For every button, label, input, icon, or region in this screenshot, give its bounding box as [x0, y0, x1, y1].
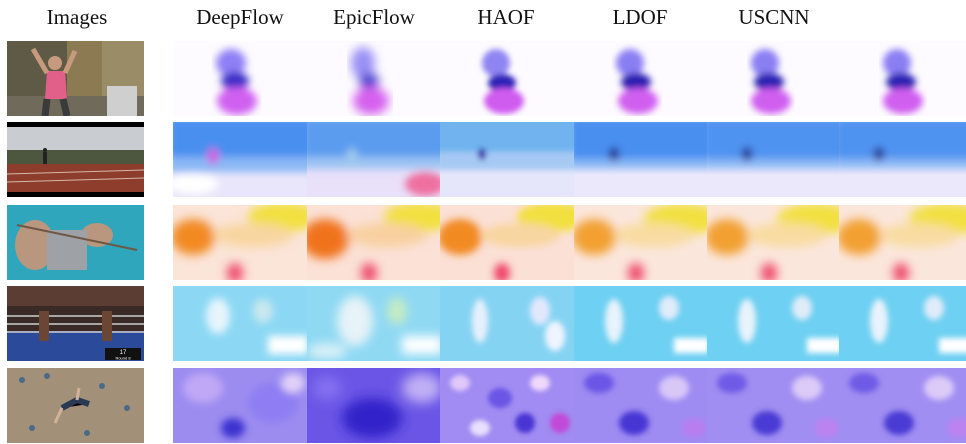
flow-extra-row-4 — [839, 286, 966, 361]
flow-epicflow-row-1 — [307, 41, 444, 116]
flow-ldof-row-4 — [574, 286, 711, 361]
flow-haof-row-2 — [440, 122, 577, 197]
flow-ldof-row-3 — [574, 205, 711, 280]
flow-deepflow-row-1 — [173, 41, 310, 116]
flow-deepflow-row-5 — [173, 368, 310, 443]
input-image-row-3 — [7, 205, 144, 280]
flow-haof-row-4 — [440, 286, 577, 361]
flow-uscnn-row-5 — [707, 368, 844, 443]
column-header-uscnn: USCNN — [738, 5, 810, 29]
flow-ldof-row-5 — [574, 368, 711, 443]
column-header-ldof: LDOF — [612, 5, 668, 29]
flow-ldof-row-2 — [574, 122, 711, 197]
column-header-deepflow: DeepFlow — [196, 5, 284, 29]
flow-haof-row-3 — [440, 205, 577, 280]
flow-epicflow-row-3 — [307, 205, 444, 280]
flow-extra-row-5 — [839, 368, 966, 443]
flow-uscnn-row-2 — [707, 122, 844, 197]
input-image-row-2 — [7, 122, 144, 197]
flow-uscnn-row-1 — [707, 41, 844, 116]
scoreboard-number: 17 — [120, 350, 127, 356]
flow-epicflow-row-5 — [307, 368, 444, 443]
flow-epicflow-row-4 — [307, 286, 444, 361]
flow-uscnn-row-3 — [707, 205, 844, 280]
column-header-images: Images — [46, 5, 108, 29]
flow-extra-row-3 — [839, 205, 966, 280]
flow-ldof-row-1 — [574, 41, 711, 116]
column-header-haof: HAOF — [477, 5, 535, 29]
input-image-row-5 — [7, 368, 144, 443]
flow-deepflow-row-2 — [173, 122, 310, 197]
flow-haof-row-1 — [440, 41, 577, 116]
flow-uscnn-row-4 — [707, 286, 844, 361]
flow-haof-row-5 — [440, 368, 577, 443]
flow-deepflow-row-3 — [173, 205, 310, 280]
input-image-row-4: 17 Round 8 — [7, 286, 144, 361]
input-image-row-1 — [7, 41, 144, 116]
flow-epicflow-row-2 — [307, 122, 444, 197]
scoreboard-round: Round 8 — [115, 356, 131, 361]
column-header-epicflow: EpicFlow — [333, 5, 415, 29]
flow-extra-row-1 — [839, 41, 966, 116]
flow-extra-row-2 — [839, 122, 966, 197]
flow-deepflow-row-4 — [173, 286, 310, 361]
